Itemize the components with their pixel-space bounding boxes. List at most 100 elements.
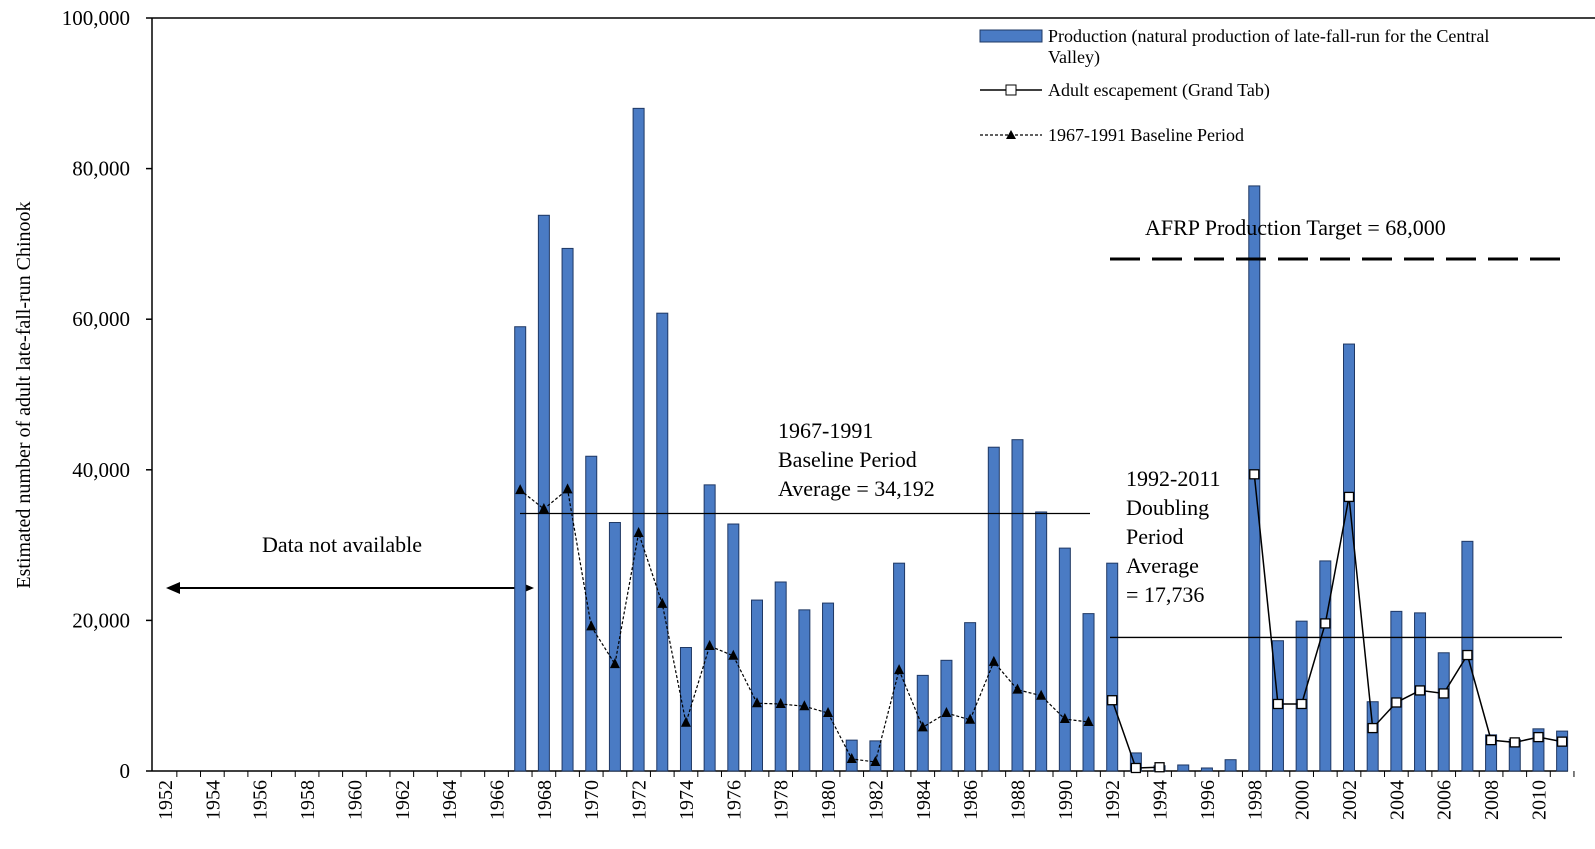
marker [894,664,905,675]
bar [608,522,621,772]
marker [1533,731,1544,743]
y-tick-label: 20,000 [72,608,130,632]
x-tick-label: 2008 [1481,780,1503,820]
marker [657,597,668,608]
bar [656,312,669,772]
marker [775,697,786,708]
no-data-arrow [166,582,534,594]
bar [1485,734,1498,772]
bar [1437,652,1450,772]
marker [1059,713,1070,724]
legend-label: Production (natural production of late-f… [1048,26,1490,67]
marker [965,713,976,724]
marker [1320,618,1331,629]
marker [1272,698,1284,710]
marker [633,527,644,538]
bar [679,647,692,772]
bar [1200,767,1213,772]
marker [1343,491,1355,503]
bar [1058,547,1071,772]
bar [869,740,882,772]
bar [1390,610,1403,772]
marker [846,752,857,763]
annotation: Baseline Period [778,447,917,472]
marker [1438,688,1449,699]
bar [1224,759,1237,772]
marker [823,707,834,718]
x-tick-label: 1952 [155,780,177,820]
bar [1106,562,1119,772]
legend-item: 1967-1991 Baseline Period [978,125,1538,146]
y-tick-label: 60,000 [72,307,130,331]
marker [1249,469,1260,480]
marker [752,697,762,708]
marker [1391,697,1402,708]
x-tick-label: 2010 [1528,780,1550,820]
y-tick-label: 0 [120,759,131,783]
marker [941,707,952,718]
marker [1036,689,1047,700]
x-tick-label: 1998 [1244,780,1266,820]
bar [1082,613,1095,772]
marker [1509,737,1520,748]
y-tick-label: 80,000 [72,157,130,181]
bar [727,523,740,772]
marker [728,649,739,660]
bar [1177,764,1190,772]
marker [1556,736,1568,747]
marker [1296,698,1307,710]
bar [822,602,835,772]
marker [988,655,999,666]
marker [586,620,597,631]
bar [703,484,716,772]
bar [561,247,574,772]
x-tick-label: 1992 [1102,780,1124,820]
x-tick-label: 1990 [1055,780,1077,820]
bar [1556,730,1569,772]
bar [987,446,1000,772]
marker [680,716,691,727]
marker [704,640,715,651]
x-tick-label: 1988 [1007,780,1029,820]
x-tick-label: 2002 [1339,780,1361,820]
y-axis-label: Estimated number of adult late-fall-run … [13,201,35,588]
marker [1485,734,1497,746]
legend-label: 1967-1991 Baseline Period [1048,125,1244,145]
bar [1011,439,1024,772]
legend-label: Adult escapement (Grand Tab) [1048,80,1270,100]
x-tick-label: 1986 [960,780,982,820]
bar [1035,511,1048,772]
x-tick-label: 1970 [581,780,603,820]
x-tick-label: 1966 [487,780,509,820]
marker [1083,716,1094,727]
bar [964,622,977,772]
x-tick-label: 1954 [202,780,224,820]
bar [537,214,550,772]
annotation: Period [1126,524,1183,549]
legend-swatch [979,29,1043,43]
annotation: Doubling [1126,495,1209,520]
marker [1462,649,1473,661]
annotation: Data not available [262,532,422,557]
x-tick-label: 1960 [344,780,366,820]
x-tick-label: 1958 [297,780,319,820]
bar [632,107,645,772]
marker [1107,695,1118,706]
x-tick-label: 2006 [1434,780,1456,820]
annotation: = 17,736 [1126,582,1204,607]
bar [585,455,598,772]
marker [799,700,810,711]
bar [514,326,527,772]
legend-swatch [980,130,1042,139]
bar [774,581,787,772]
bar [1532,728,1545,772]
bar [798,609,811,772]
bar [1319,560,1332,772]
x-tick-label: 1982 [865,780,887,820]
x-tick-label: 1978 [771,780,793,820]
bar [1343,343,1355,772]
marker [562,483,573,494]
legend: Production (natural production of late-f… [978,26,1538,156]
marker [1130,762,1142,774]
x-tick-label: 1964 [439,780,461,820]
